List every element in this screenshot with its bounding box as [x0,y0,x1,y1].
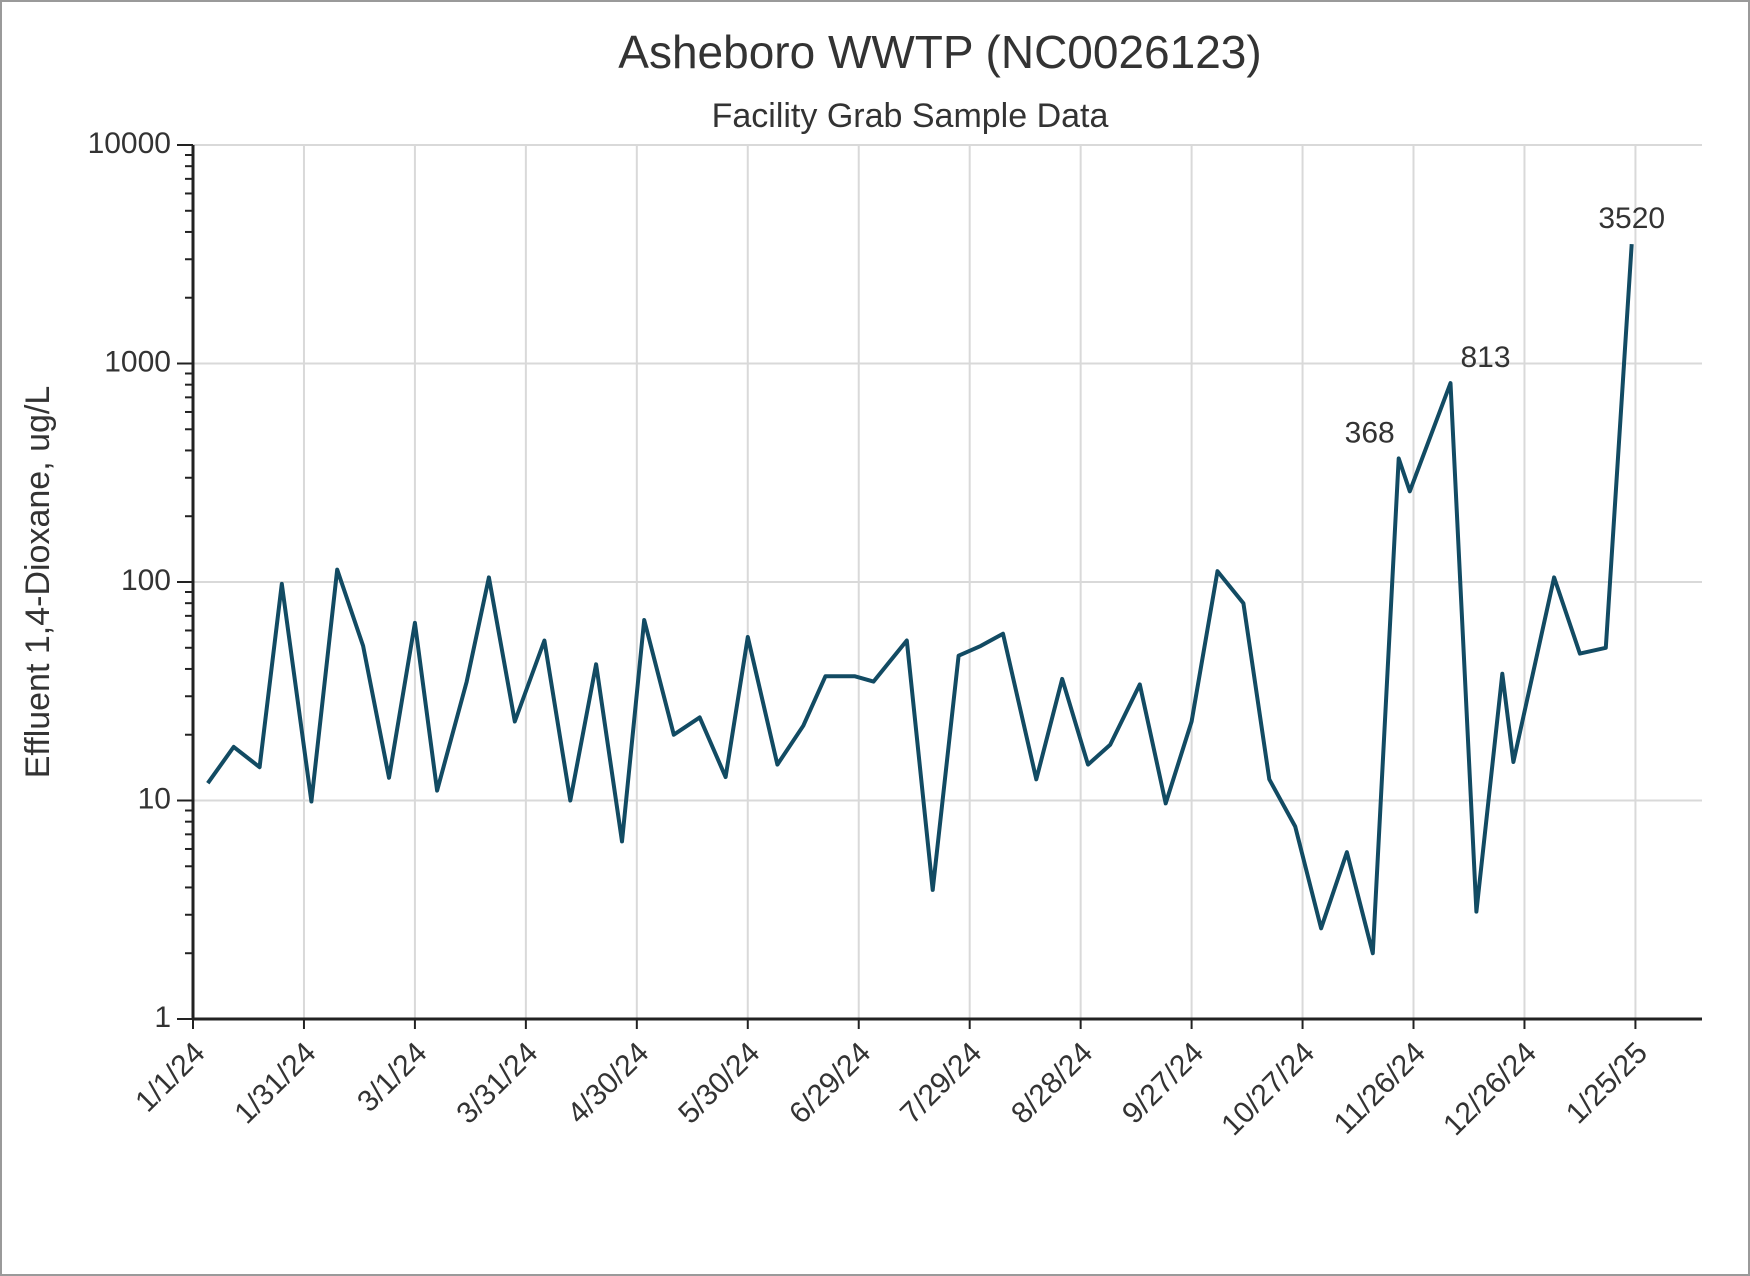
y-axis-label: Effluent 1,4-Dioxane, ug/L [19,386,57,779]
data-line [206,243,1634,956]
y-tick-label: 10 [138,782,171,815]
chart-subtitle: Facility Grab Sample Data [712,97,1109,135]
data-label: 3520 [1598,202,1665,235]
y-tick-label: 10000 [88,127,171,160]
y-tick-label: 1 [154,1001,171,1034]
data-label: 368 [1345,416,1395,449]
y-tick-label: 1000 [104,345,171,378]
y-tick-label: 100 [121,564,171,597]
data-label: 813 [1461,341,1511,374]
chart-title: Asheboro WWTP (NC0026123) [618,26,1261,78]
